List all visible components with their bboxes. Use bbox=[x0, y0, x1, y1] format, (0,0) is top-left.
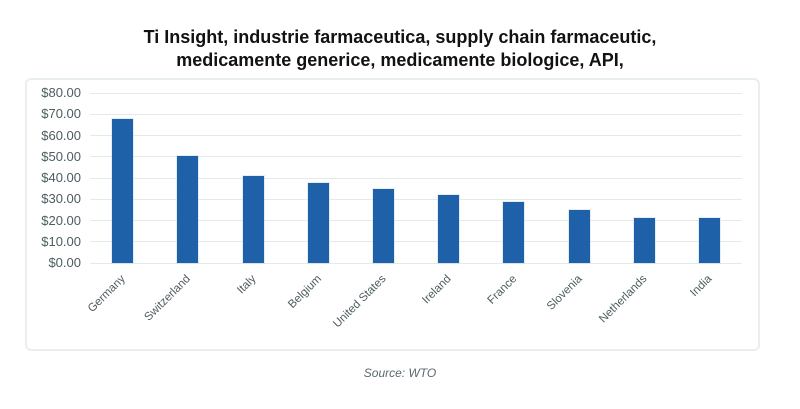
chart-title-line-2: medicamente generice, medicamente biolog… bbox=[176, 50, 624, 70]
y-axis-tick-label: $60.00 bbox=[41, 127, 81, 143]
y-axis-tick-label: $30.00 bbox=[41, 191, 81, 207]
x-axis-category-label: India bbox=[688, 273, 715, 300]
source-caption: Source: WTO bbox=[363, 366, 437, 380]
x-axis-category-label: Slovenia bbox=[544, 273, 585, 313]
x-axis-category-label: Ireland bbox=[420, 273, 455, 307]
gridline-10 bbox=[90, 241, 742, 243]
gridline-30 bbox=[90, 198, 742, 200]
bar-ireland bbox=[438, 195, 460, 263]
bar-belgium bbox=[307, 183, 329, 263]
x-axis-category-label: Italy bbox=[235, 273, 259, 297]
bar-netherlands bbox=[633, 218, 655, 263]
y-axis-tick-label: $80.00 bbox=[41, 85, 81, 100]
x-axis-category-label: Netherlands bbox=[597, 273, 650, 326]
bar-india bbox=[698, 218, 720, 263]
chart-panel: $0.00 $10.00 $20.00 $30.00 $40.00 $50.00 $60.0… bbox=[25, 78, 760, 351]
plot-area: $0.00 $10.00 $20.00 $30.00 $40.00 $50.00 $60.0… bbox=[41, 86, 742, 330]
bar-italy bbox=[242, 175, 264, 263]
y-axis-tick-label: $20.00 bbox=[41, 212, 81, 228]
y-axis-tick-label: $0.00 bbox=[48, 255, 81, 270]
gridline-20 bbox=[90, 220, 742, 221]
bar-france bbox=[503, 202, 525, 263]
bar-switzerland bbox=[177, 155, 199, 263]
x-axis-category-label: France bbox=[485, 273, 520, 307]
bar-germany bbox=[112, 118, 134, 263]
x-axis-category-label: United States bbox=[331, 273, 389, 331]
gridline-70 bbox=[90, 113, 742, 115]
y-axis-tick-label: $40.00 bbox=[41, 170, 81, 185]
x-axis-category-label: Belgium bbox=[285, 273, 324, 311]
y-axis-tick-label: $70.00 bbox=[41, 106, 81, 122]
x-axis-category-label: Germany bbox=[86, 273, 129, 315]
bar-slovenia bbox=[568, 209, 590, 263]
gridline-60 bbox=[90, 135, 742, 136]
y-axis-tick-label: $10.00 bbox=[41, 233, 81, 249]
gridline-40 bbox=[90, 177, 742, 179]
bar-united-states bbox=[372, 188, 394, 263]
x-axis-category-label: Switzerland bbox=[142, 273, 194, 324]
gridline-50 bbox=[90, 156, 742, 158]
gridline-80 bbox=[90, 92, 742, 94]
y-axis-tick-label: $50.00 bbox=[41, 148, 81, 164]
gridline-0 bbox=[90, 262, 742, 264]
chart-title-line-1: Ti Insight, industrie farmaceutica, supp… bbox=[143, 27, 657, 47]
chart-title: Ti Insight, industrie farmaceutica, supp… bbox=[0, 26, 800, 72]
